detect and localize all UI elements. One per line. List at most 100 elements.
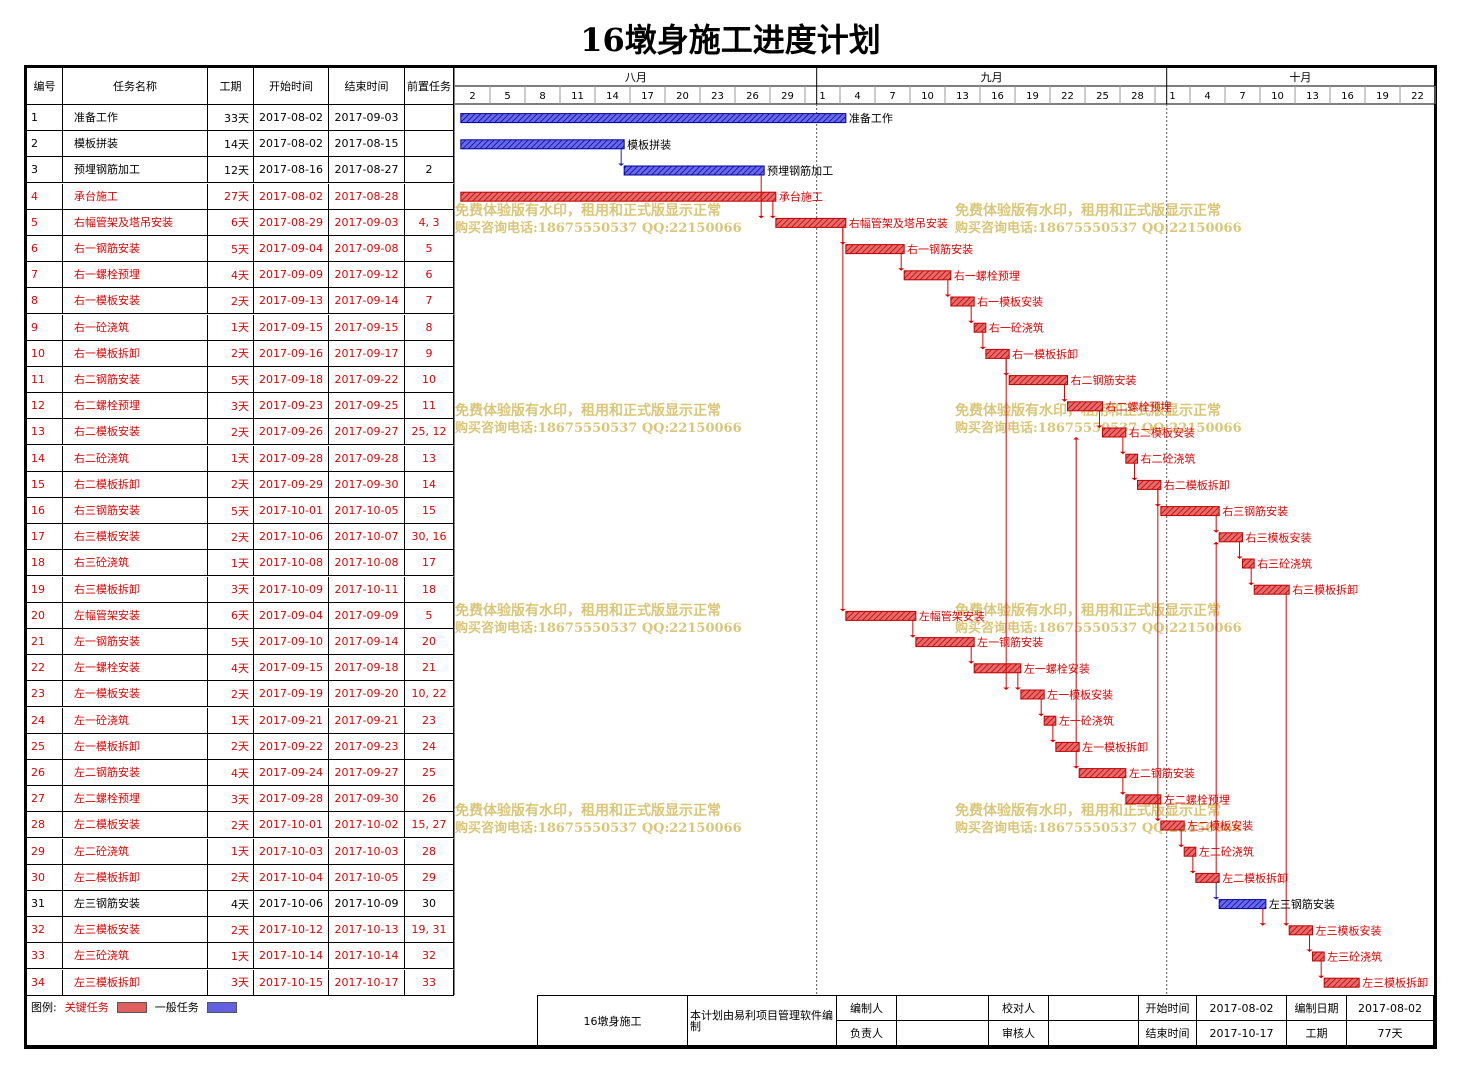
footer: 图例: 关键任务 一般任务 16墩身施工 本计划由易利项目管理软件编制 编制人 … bbox=[27, 995, 1434, 1046]
task-end: 2017-10-02 bbox=[329, 812, 405, 839]
watermark-line1: 免费体验版有水印，租用和正式版显示正常 bbox=[455, 802, 721, 819]
task-start: 2017-09-18 bbox=[254, 367, 329, 393]
task-start: 2017-09-28 bbox=[254, 786, 329, 813]
task-name: 左二螺栓预埋 bbox=[63, 786, 208, 813]
task-id: 1 bbox=[27, 105, 63, 131]
gantt-bar bbox=[973, 663, 1022, 674]
gantt-bar bbox=[1078, 768, 1127, 779]
table-row: 18 右三砼浇筑 1天 2017-10-08 2017-10-08 17 bbox=[27, 550, 454, 577]
task-id: 29 bbox=[27, 838, 63, 865]
task-start: 2017-10-08 bbox=[254, 550, 329, 577]
task-end: 2017-10-07 bbox=[329, 524, 405, 551]
gantt-bar-label: 左一钢筋安装 bbox=[977, 635, 1043, 649]
task-id: 31 bbox=[27, 891, 63, 917]
gantt-bar bbox=[1183, 846, 1197, 857]
owner-label: 负责人 bbox=[837, 1021, 897, 1046]
table-row: 27 左二螺栓预埋 3天 2017-09-28 2017-09-30 26 bbox=[27, 786, 454, 813]
gantt-bar bbox=[1043, 715, 1057, 726]
task-duration: 5天 bbox=[208, 629, 254, 655]
reviewer-label: 审核人 bbox=[989, 1021, 1049, 1046]
task-duration: 4天 bbox=[208, 262, 254, 289]
task-duration: 3天 bbox=[208, 786, 254, 813]
gantt-bar-label: 右一模板拆卸 bbox=[1012, 347, 1078, 361]
gantt-bar bbox=[985, 348, 1010, 359]
table-row: 25 左一模板拆卸 2天 2017-09-22 2017-09-23 24 bbox=[27, 733, 454, 760]
task-id: 5 bbox=[27, 209, 63, 236]
gantt-bar bbox=[1160, 820, 1185, 831]
table-row: 15 右二模板拆卸 2天 2017-09-29 2017-09-30 14 bbox=[27, 471, 454, 498]
task-name: 左三砼浇筑 bbox=[63, 943, 208, 970]
task-end: 2017-10-14 bbox=[329, 943, 405, 970]
day-tick-label: 17 bbox=[641, 91, 654, 102]
task-duration: 4天 bbox=[208, 760, 254, 786]
task-id: 20 bbox=[27, 602, 63, 629]
dependency-arrow bbox=[1096, 425, 1103, 428]
task-end: 2017-10-11 bbox=[329, 576, 405, 603]
task-start: 2017-09-24 bbox=[254, 760, 329, 786]
task-end: 2017-09-03 bbox=[329, 105, 405, 131]
gantt-bar-label: 右一螺栓预埋 bbox=[954, 268, 1020, 282]
gantt-bar bbox=[1020, 689, 1045, 700]
table-row: 31 左三钢筋安装 4天 2017-10-06 2017-10-09 30 bbox=[27, 891, 454, 917]
task-end: 2017-09-08 bbox=[329, 236, 405, 262]
table-row: 9 右一砼浇筑 1天 2017-09-15 2017-09-15 8 bbox=[27, 314, 454, 341]
gantt-bar bbox=[1102, 427, 1127, 438]
task-name: 左幅管架安装 bbox=[63, 602, 208, 629]
gantt-bar-label: 右二螺栓预埋 bbox=[1106, 399, 1172, 413]
task-end: 2017-09-09 bbox=[329, 602, 405, 629]
task-name: 左二模板拆卸 bbox=[63, 864, 208, 891]
watermark-line1: 免费体验版有水印，租用和正式版显示正常 bbox=[955, 802, 1221, 819]
task-duration: 4天 bbox=[208, 891, 254, 917]
task-duration: 5天 bbox=[208, 367, 254, 393]
gantt-bar-label: 右三模板拆卸 bbox=[1292, 583, 1358, 597]
task-duration: 3天 bbox=[208, 969, 254, 996]
gantt-bar bbox=[1253, 584, 1290, 595]
task-id: 17 bbox=[27, 524, 63, 551]
table-row: 8 右一模板安装 2天 2017-09-13 2017-09-14 7 bbox=[27, 288, 454, 315]
table-row: 30 左二模板拆卸 2天 2017-10-04 2017-10-05 29 bbox=[27, 864, 454, 891]
task-end: 2017-09-21 bbox=[329, 707, 405, 734]
gantt-bar-label: 预埋钢筋加工 bbox=[767, 164, 833, 178]
task-duration: 1天 bbox=[208, 314, 254, 341]
task-name: 左三模板安装 bbox=[63, 917, 208, 944]
task-name: 右二砼浇筑 bbox=[63, 445, 208, 472]
task-duration: 2天 bbox=[208, 917, 254, 944]
task-end: 2017-08-15 bbox=[329, 131, 405, 158]
gantt-bar-label: 承台施工 bbox=[779, 190, 823, 204]
dependency-arrow bbox=[1073, 766, 1080, 769]
dependency-arrow bbox=[1213, 897, 1220, 900]
gantt-bar-label: 右幅管架及塔吊安装 bbox=[849, 216, 948, 230]
task-end: 2017-09-27 bbox=[329, 419, 405, 446]
dependency-arrow bbox=[1318, 975, 1325, 979]
task-start: 2017-09-28 bbox=[254, 445, 329, 472]
gantt-bar bbox=[1160, 506, 1220, 517]
task-start: 2017-09-19 bbox=[254, 681, 329, 708]
gantt-bar-label: 右二模板拆卸 bbox=[1164, 478, 1230, 492]
task-duration: 2天 bbox=[208, 419, 254, 446]
gantt-bar-label: 左二模板安装 bbox=[1187, 819, 1253, 833]
dependency-arrow bbox=[1014, 687, 1021, 690]
gantt-bar bbox=[1323, 977, 1360, 988]
day-tick-label: 26 bbox=[746, 91, 759, 102]
task-id: 16 bbox=[27, 498, 63, 524]
task-start: 2017-09-04 bbox=[254, 236, 329, 262]
watermark-line1: 免费体验版有水印，租用和正式版显示正常 bbox=[455, 202, 721, 219]
table-row: 24 左一砼浇筑 1天 2017-09-21 2017-09-21 23 bbox=[27, 707, 454, 734]
gantt-bar bbox=[1195, 872, 1220, 883]
task-start: 2017-10-12 bbox=[254, 917, 329, 944]
legend-cell: 图例: 关键任务 一般任务 bbox=[27, 995, 538, 1046]
task-id: 9 bbox=[27, 314, 63, 341]
gantt-bar-label: 左一模板安装 bbox=[1047, 688, 1113, 702]
task-id: 19 bbox=[27, 576, 63, 603]
legend-critical-swatch bbox=[116, 1001, 147, 1013]
task-id: 33 bbox=[27, 943, 63, 970]
gantt-bar bbox=[973, 322, 987, 333]
task-id: 25 bbox=[27, 733, 63, 760]
chart-frame bbox=[24, 65, 1437, 1049]
table-row: 6 右一钢筋安装 5天 2017-09-04 2017-09-08 5 bbox=[27, 236, 454, 262]
task-duration: 1天 bbox=[208, 943, 254, 970]
task-end: 2017-09-30 bbox=[329, 471, 405, 498]
day-tick-label: 2 bbox=[469, 91, 475, 102]
task-end: 2017-09-20 bbox=[329, 681, 405, 708]
legend-label: 图例: bbox=[31, 1001, 57, 1014]
